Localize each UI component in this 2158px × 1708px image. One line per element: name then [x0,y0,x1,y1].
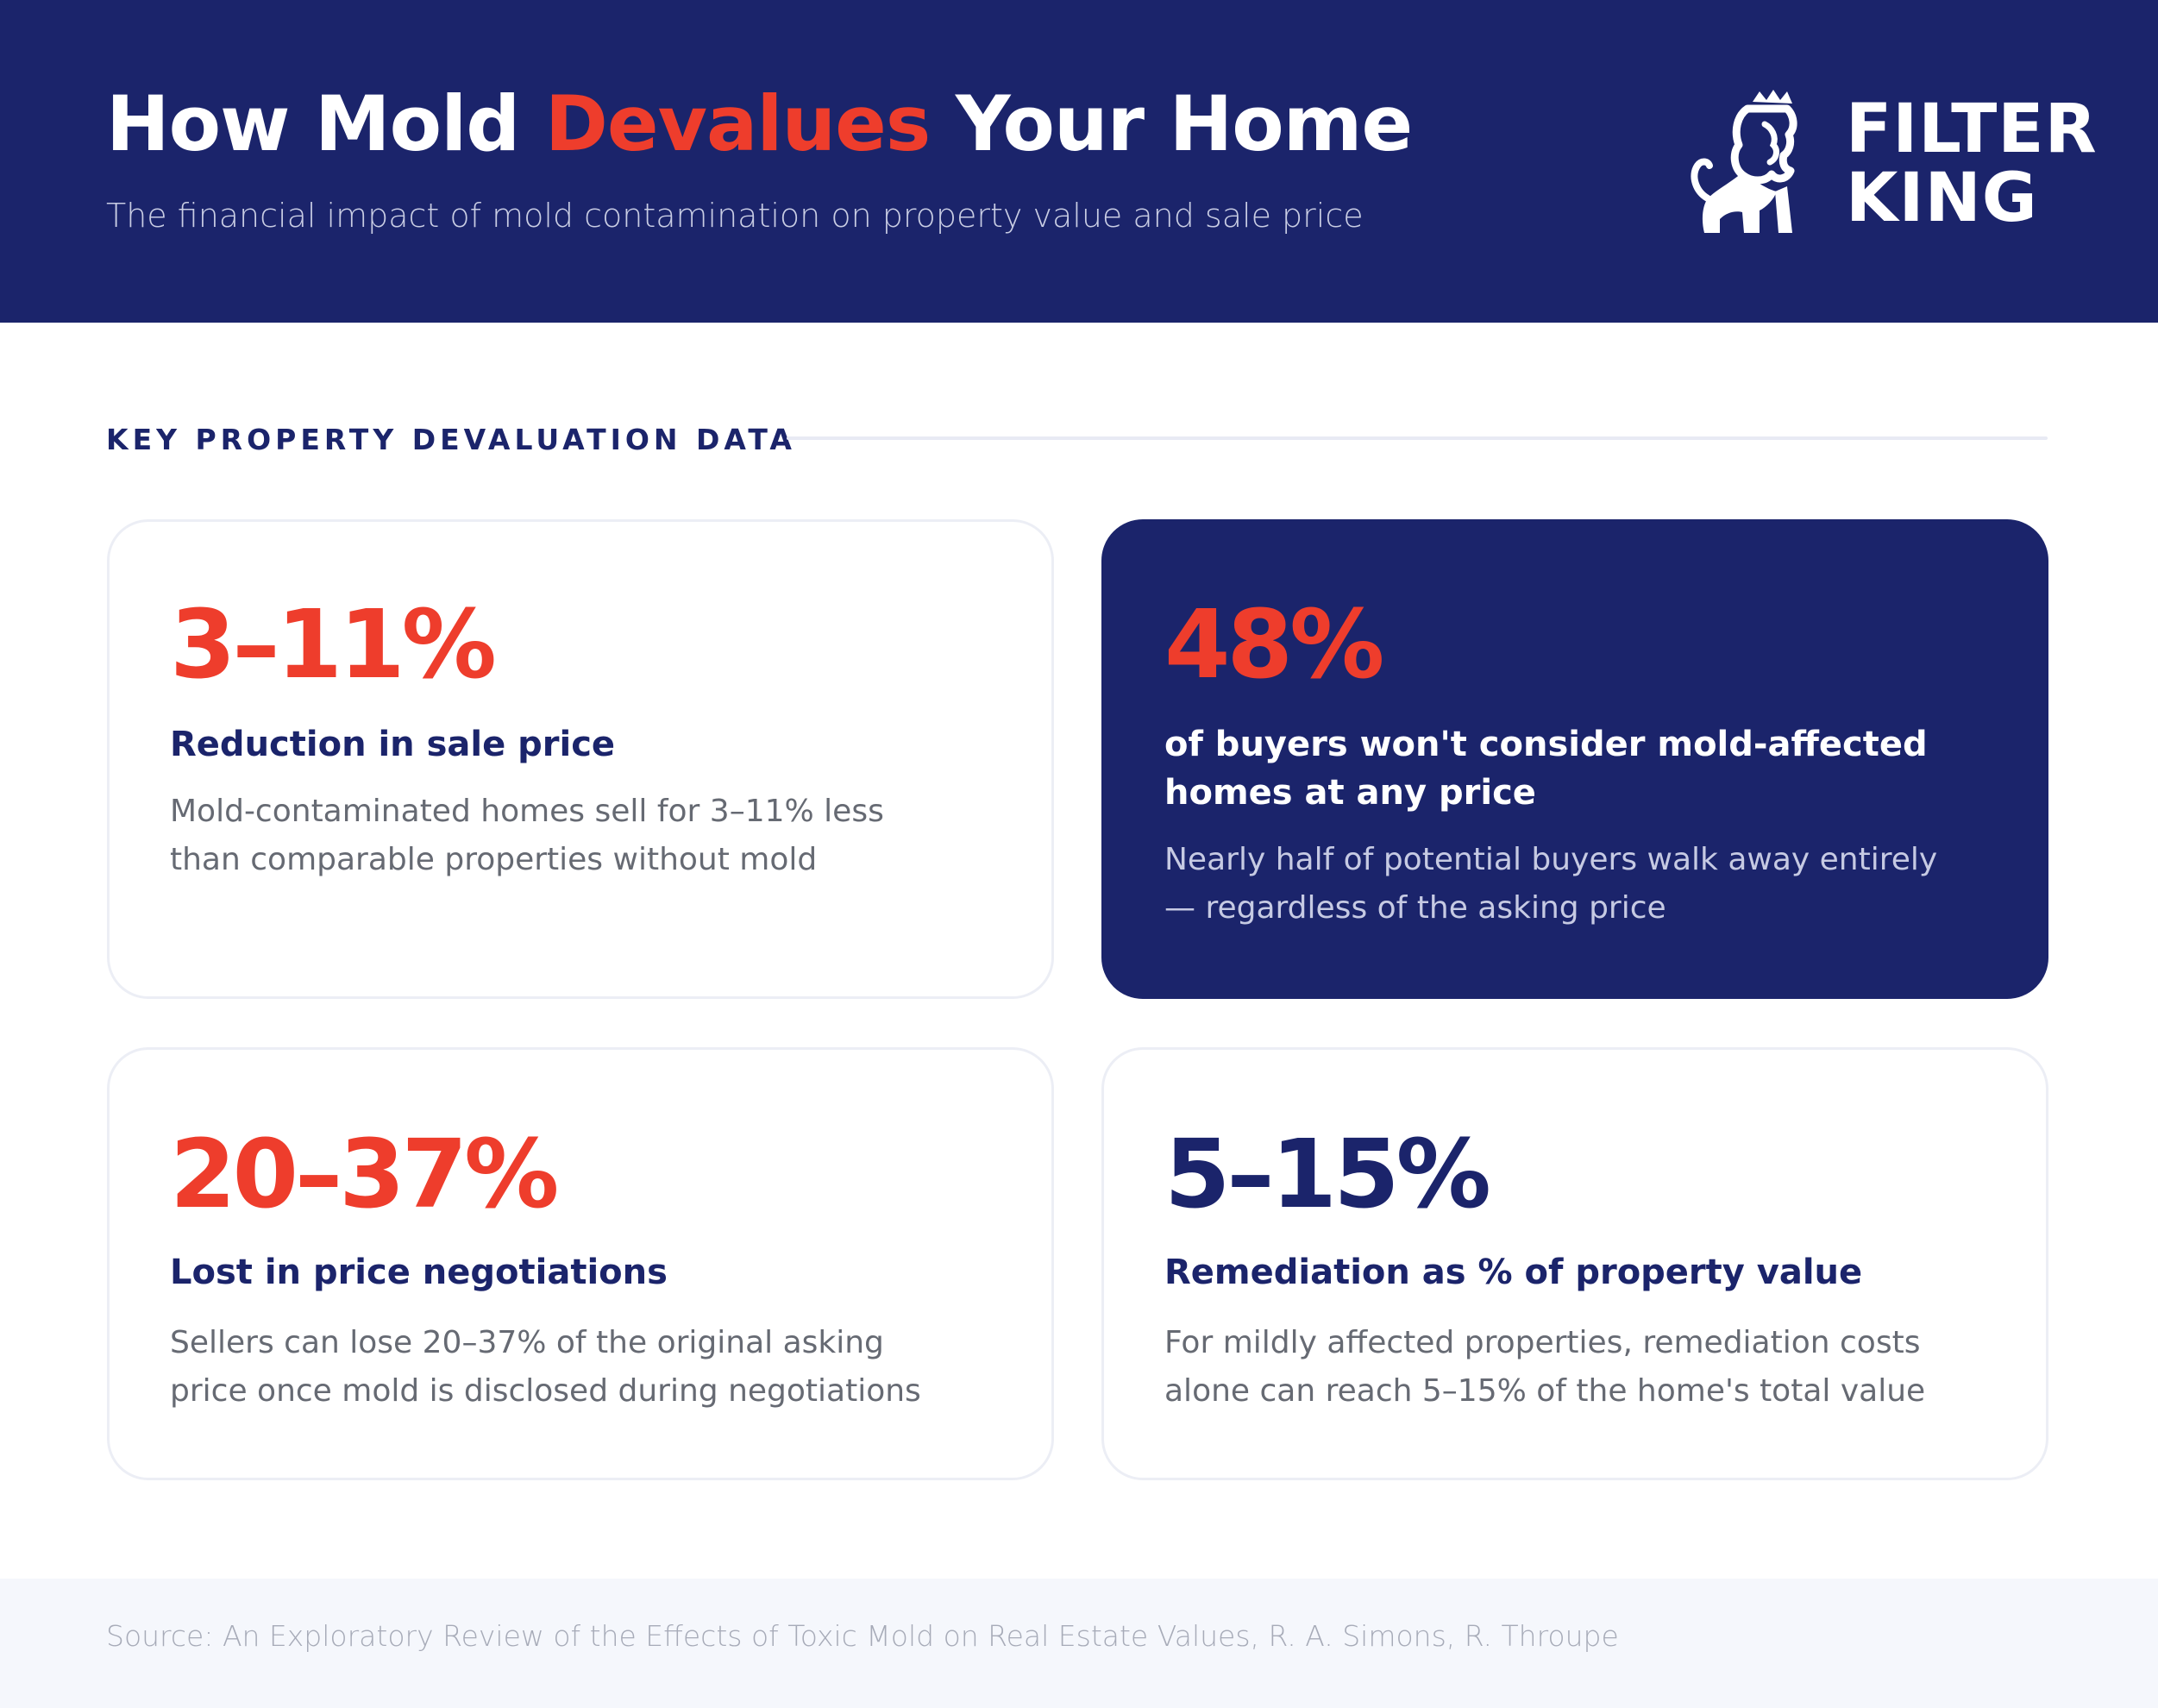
logo-line-1: FILTER [1846,91,2098,168]
stat-card-remediation: 5–15% Remediation as % of property value… [1101,1047,2048,1480]
stat-description-line-2: price once mold is disclosed during nego… [170,1373,921,1409]
stat-heading: Lost in price negotiations [170,1253,668,1292]
logo-line-2: KING [1846,160,2038,237]
page-subtitle: The financial impact of mold contaminati… [106,197,1364,235]
header-banner: How Mold Devalues Your Home The financia… [0,0,2158,323]
section-divider [787,436,2048,440]
stat-card-negotiations: 20–37% Lost in price negotiations Seller… [107,1047,1054,1480]
section-label: KEY PROPERTY DEVALUATION DATA [106,423,796,456]
stat-heading-line-1: of buyers won't consider mold-affected [1164,725,1928,764]
stat-card-sale-price: 3–11% Reduction in sale price Mold-conta… [107,519,1054,999]
stat-value: 3–11% [170,589,497,700]
stat-description-line-2: alone can reach 5–15% of the home's tota… [1164,1373,1926,1409]
logo-text: FILTER KING [1846,95,2098,233]
stat-description-line-2: — regardless of the asking price [1164,890,1666,926]
stat-description-line-1: Nearly half of potential buyers walk awa… [1164,842,1938,877]
title-part-1: How Mold [106,79,545,168]
filter-king-logo: FILTER KING [1682,90,2105,236]
stat-description: Mold-contaminated homes sell for 3–11% l… [170,788,884,884]
stat-value: 20–37% [170,1119,559,1229]
stat-description: For mildly affected properties, remediat… [1164,1319,1925,1416]
stat-description: Nearly half of potential buyers walk awa… [1164,836,1937,932]
stat-card-buyers: 48% of buyers won't consider mold-affect… [1101,519,2048,999]
stat-description: Sellers can lose 20–37% of the original … [170,1319,921,1416]
title-part-2: Your Home [930,79,1413,168]
stat-heading: Reduction in sale price [170,725,616,764]
stat-value: 48% [1164,589,1384,700]
title-accent: Devalues [544,79,931,168]
stat-value: 5–15% [1164,1119,1491,1229]
stat-description-line-2: than comparable properties without mold [170,842,818,877]
stat-description-line-1: Mold-contaminated homes sell for 3–11% l… [170,794,884,829]
stat-description-line-1: For mildly affected properties, remediat… [1164,1325,1921,1360]
stat-description-line-1: Sellers can lose 20–37% of the original … [170,1325,884,1360]
stat-heading: Remediation as % of property value [1164,1253,1863,1292]
stat-heading: of buyers won't consider mold-affected h… [1164,720,1928,817]
page-title: How Mold Devalues Your Home [106,79,1413,168]
footer-bar [0,1579,2158,1708]
stat-heading-line-2: homes at any price [1164,773,1536,813]
crowned-lion-icon [1691,90,1797,233]
source-citation: Source: An Exploratory Review of the Eff… [106,1619,1619,1653]
